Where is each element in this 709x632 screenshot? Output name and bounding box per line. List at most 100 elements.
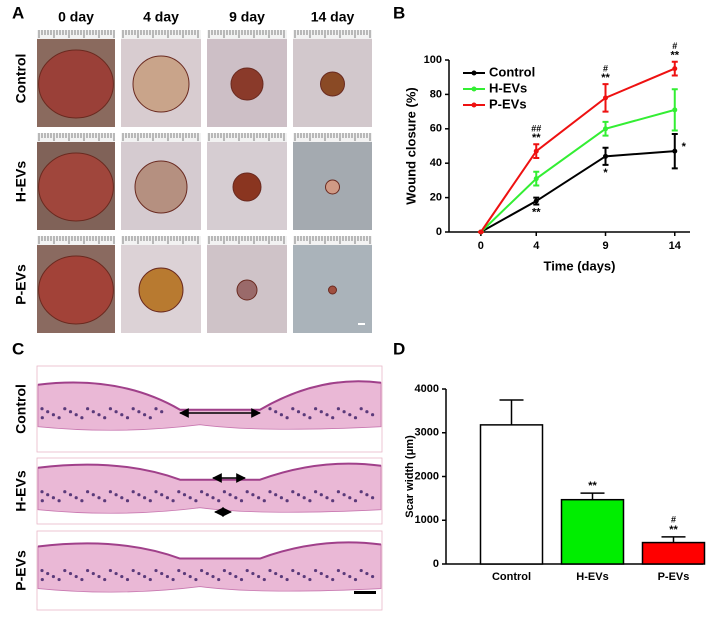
follicle <box>86 568 90 573</box>
follicle <box>57 416 61 420</box>
follicle <box>353 499 358 503</box>
panel-label: C <box>12 339 24 358</box>
follicle <box>217 499 221 503</box>
legend-label: P-EVs <box>489 96 527 111</box>
follicle <box>268 568 272 573</box>
marker <box>603 95 609 101</box>
legend-marker <box>471 102 477 108</box>
follicle <box>308 577 312 582</box>
follicle <box>131 490 135 494</box>
marker <box>603 153 609 159</box>
follicle <box>165 574 169 579</box>
bar <box>560 498 625 565</box>
follicle <box>91 493 95 497</box>
follicle <box>120 413 124 417</box>
follicle <box>274 493 278 497</box>
follicle <box>74 413 78 417</box>
follicle <box>137 410 141 414</box>
line <box>480 150 675 233</box>
marker <box>533 176 539 182</box>
follicle <box>125 577 130 582</box>
follicle <box>148 577 152 582</box>
follicle <box>245 568 249 573</box>
follicle <box>165 496 169 500</box>
follicle <box>91 410 95 414</box>
follicle <box>336 568 340 573</box>
scale-bar <box>358 323 365 325</box>
follicle <box>40 499 44 503</box>
epidermis <box>37 462 382 481</box>
follicle <box>91 571 95 576</box>
follicle <box>188 496 192 500</box>
follicle <box>125 499 130 503</box>
significance-hash: # <box>603 63 608 73</box>
follicle <box>154 407 158 411</box>
wound <box>134 160 188 214</box>
follicle <box>234 496 238 500</box>
follicle <box>143 413 147 417</box>
follicle <box>319 571 323 576</box>
x-tick-label: 14 <box>669 240 682 252</box>
follicle <box>257 496 261 500</box>
wound <box>38 255 114 325</box>
follicle <box>177 568 181 573</box>
follicle <box>200 568 204 573</box>
column-header: 4 day <box>143 9 179 25</box>
follicle <box>63 407 67 411</box>
follicle <box>137 571 141 576</box>
ruler <box>37 30 115 39</box>
follicle <box>228 493 232 497</box>
error-bar <box>661 536 686 543</box>
significance: ** <box>532 206 541 218</box>
column-header: 14 day <box>311 9 355 25</box>
follicle <box>325 496 329 500</box>
follicle <box>279 496 283 500</box>
follicle <box>63 490 67 494</box>
y-tick-label: 2000 <box>415 470 439 482</box>
follicle <box>108 568 112 573</box>
follicle <box>177 490 181 494</box>
ruler <box>121 236 201 245</box>
ruler <box>37 133 115 142</box>
follicle <box>40 490 44 494</box>
ruler <box>207 236 287 245</box>
follicle <box>359 407 363 411</box>
y-tick-label: 60 <box>430 123 442 135</box>
significance: ** <box>670 50 679 62</box>
column-header: 0 day <box>58 9 94 25</box>
follicle <box>371 574 375 579</box>
significance: ** <box>532 132 541 144</box>
follicle <box>154 568 158 573</box>
follicle <box>51 574 56 579</box>
follicle <box>205 571 209 576</box>
follicle <box>325 574 329 579</box>
follicle <box>211 574 215 579</box>
significance: * <box>682 141 687 153</box>
follicle <box>245 490 249 494</box>
follicle <box>46 493 50 497</box>
follicle <box>40 577 44 582</box>
x-tick-label: H-EVs <box>576 571 608 583</box>
follicle <box>103 577 107 582</box>
wound <box>236 279 258 301</box>
follicle <box>262 577 266 582</box>
follicle <box>296 493 301 497</box>
follicle <box>251 571 255 576</box>
scale-bar <box>354 591 376 594</box>
follicle <box>285 577 289 582</box>
follicle <box>222 490 226 494</box>
column-header: 9 day <box>229 9 265 25</box>
follicle <box>46 571 50 576</box>
follicle <box>342 493 346 497</box>
follicle <box>302 413 306 417</box>
follicle <box>108 490 112 494</box>
marker <box>603 126 609 132</box>
ruler <box>207 30 287 39</box>
significance: ** <box>669 524 678 536</box>
follicle <box>291 407 295 411</box>
follicle <box>331 499 335 503</box>
x-tick-label: 4 <box>533 240 540 252</box>
follicle <box>143 574 147 579</box>
y-tick-label: 0 <box>433 558 439 570</box>
follicle <box>51 413 56 417</box>
